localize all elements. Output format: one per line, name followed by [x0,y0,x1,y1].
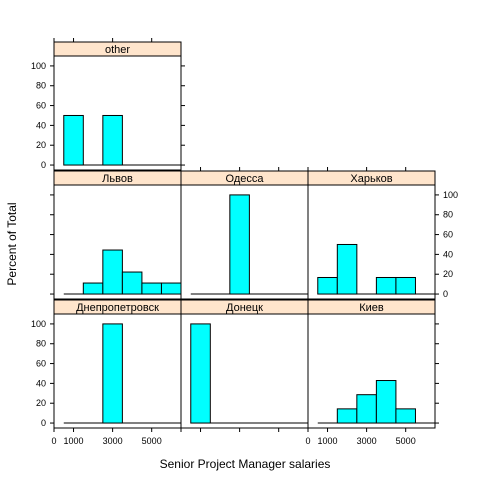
x-tick-label: 3000 [103,436,123,446]
x-tick-label: 0 [51,436,56,446]
panel-frame [307,313,436,429]
histogram-bar [102,249,123,295]
histogram-bar [190,323,211,424]
y-tick-label: 100 [31,61,46,71]
y-axis-label: Percent of Total [5,202,19,285]
histogram-bar [160,282,182,295]
y-tick-label: 60 [36,359,46,369]
y-tick-label: 40 [36,120,46,130]
histogram-bar [229,194,250,295]
panel-Днепропетровск: Днепропетровск 0 1000 3000 5000 0 20 40 60 80 100 [31,299,182,446]
panel-Донецк: Донецк [180,299,309,432]
histogram-bar [121,271,143,295]
histogram-bar [317,276,338,295]
panel-strip-label: Киев [359,302,384,314]
x-tick-label: 1000 [64,436,84,446]
histogram-bar [102,323,123,424]
y-tick-label: 60 [36,101,46,111]
y-tick-label: 80 [443,210,453,220]
x-tick-label: 5000 [142,436,162,446]
panel-strip-label: Харьков [350,173,392,185]
panel-Киев: Киев 0 1000 3000 5000 [305,299,439,446]
y-tick-label: 40 [443,249,453,259]
histogram-bar [395,408,416,424]
y-tick-label: 60 [443,230,453,240]
y-tick-label: 0 [41,418,46,428]
y-tick-label: 20 [36,140,46,150]
histogram-bar [82,282,104,295]
y-tick-label: 80 [36,339,46,349]
histogram-bar [336,408,358,424]
y-tick-label: 40 [36,378,46,388]
histogram-bar [375,380,397,424]
panel-strip-label: Львов [102,173,133,185]
y-tick-label: 20 [443,269,453,279]
panel-Одесса: Одесса [180,167,309,300]
y-tick-label: 20 [36,398,46,408]
y-tick-label: 80 [36,81,46,91]
histogram-bar [395,276,416,295]
x-tick-label: 1000 [318,436,338,446]
panel-Львов: Львов [50,170,182,300]
y-tick-label: 0 [443,289,448,299]
x-axis-label: Senior Project Manager salaries [160,457,331,471]
y-tick-label: 100 [443,190,458,200]
panel-strip-label: Одесса [226,173,265,185]
x-tick-label: 0 [305,436,310,446]
histogram-bar [102,114,123,166]
histogram-bar [356,394,377,424]
x-tick-label: 3000 [357,436,377,446]
histogram-bar [375,276,397,295]
y-tick-label: 100 [31,319,46,329]
panel-frame [307,184,436,300]
panel-Харьков: Харьков 0 20 40 60 80 100 [307,167,458,300]
histogram-bar [336,243,358,295]
x-tick-label: 5000 [396,436,416,446]
y-tick-label: 0 [41,160,46,170]
histogram-bar [63,114,84,166]
panel-other: other 0 20 40 60 80 100 [31,38,185,171]
panel-frame [53,55,182,171]
panel-strip-label: Донецк [226,302,263,314]
histogram-bar [141,282,162,295]
panel-strip-label: other [105,44,130,56]
panel-strip-label: Днепропетровск [76,302,159,314]
